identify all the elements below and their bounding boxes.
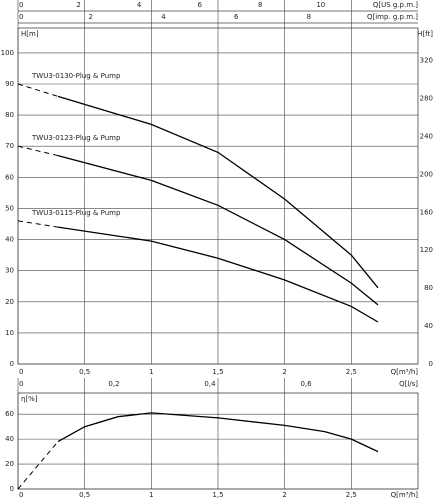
y2-axis-title: H[ft]: [417, 30, 433, 38]
curve: [57, 226, 379, 323]
y2-tick-label: 80: [424, 284, 433, 292]
top-tick-label: 6: [197, 1, 202, 9]
top-tick-label: 0: [19, 13, 23, 21]
y-tick-label: 20: [5, 460, 14, 468]
y-tick-label: 0: [10, 485, 14, 493]
y-tick-label: 20: [5, 298, 14, 306]
y-axis-title: H[m]: [21, 30, 39, 38]
y-tick-label: 30: [5, 267, 14, 275]
plot-frame: [17, 27, 419, 365]
x-tick-label: 2,5: [346, 491, 357, 499]
x-tick-label: 2,5: [346, 368, 357, 376]
x-tick-label: 2: [282, 491, 286, 499]
y-tick-label: 70: [5, 142, 14, 150]
x-tick-label: 0,5: [79, 368, 90, 376]
x-tick-label: 1,5: [212, 491, 223, 499]
x-tick-label: 1,5: [212, 368, 223, 376]
top-tick-label: 8: [258, 1, 262, 9]
y-tick-label: 90: [5, 80, 14, 88]
y-tick-label: 60: [5, 410, 14, 418]
y2-tick-label: 40: [424, 322, 433, 330]
curve: [57, 95, 379, 289]
top-axis-title: Q[l/s]: [399, 380, 418, 388]
y2-tick-label: 280: [420, 94, 433, 102]
top-axis-title: Q[US g.p.m.]: [373, 1, 418, 9]
y-tick-label: 10: [5, 329, 14, 337]
y-tick-label: 0: [10, 360, 14, 368]
top-tick-label: 0,6: [300, 380, 312, 388]
series-label: TWU3-0123-Plug & Pump: [31, 134, 121, 142]
top-tick-label: 4: [137, 1, 142, 9]
curve: [57, 412, 379, 453]
curve: [57, 154, 379, 306]
curve-extrapolated: [17, 441, 59, 490]
curve-extrapolated: [17, 145, 59, 157]
y2-tick-label: 320: [420, 57, 433, 65]
y-tick-label: 80: [5, 111, 14, 119]
x-tick-label: 2: [282, 368, 286, 376]
top-tick-label: 4: [161, 13, 166, 21]
x-axis-title: Q[m³/h]: [391, 368, 419, 376]
y2-tick-label: 160: [420, 208, 433, 216]
x-tick-label: 0,5: [79, 491, 90, 499]
top-tick-label: 2: [88, 13, 92, 21]
top-tick-label: 0,4: [204, 380, 216, 388]
y2-tick-label: 240: [420, 132, 433, 140]
y-tick-label: 50: [5, 204, 14, 212]
x-tick-label: 0: [19, 368, 23, 376]
y-tick-label: 60: [5, 173, 14, 181]
top-tick-label: 0,2: [108, 380, 119, 388]
plot-frame: [17, 392, 419, 490]
x-tick-label: 1: [149, 368, 153, 376]
top-tick-label: 8: [307, 13, 311, 21]
x-tick-label: 0: [19, 491, 23, 499]
top-tick-label: 10: [316, 1, 325, 9]
y-tick-label: 40: [5, 435, 14, 443]
y2-tick-label: 0: [429, 360, 433, 368]
curve-extrapolated: [17, 220, 59, 228]
series-label: TWU3-0115-Plug & Pump: [31, 209, 121, 217]
series-label: TWU3-0130-Plug & Pump: [31, 72, 121, 80]
y2-tick-label: 200: [420, 170, 433, 178]
x-tick-label: 1: [149, 491, 153, 499]
top-tick-label: 0: [19, 1, 23, 9]
y2-tick-label: 120: [420, 246, 433, 254]
curve-extrapolated: [17, 83, 59, 97]
y-tick-label: 40: [5, 236, 14, 244]
top-tick-label: 2: [76, 1, 80, 9]
top-tick-label: 0: [19, 380, 23, 388]
y-tick-label: 100: [1, 49, 14, 57]
x-axis-title: Q[m³/h]: [391, 491, 419, 499]
top-tick-label: 6: [234, 13, 239, 21]
top-axis-title: Q[imp. g.p.m.]: [367, 13, 418, 21]
y-axis-title: η[%]: [21, 395, 38, 403]
